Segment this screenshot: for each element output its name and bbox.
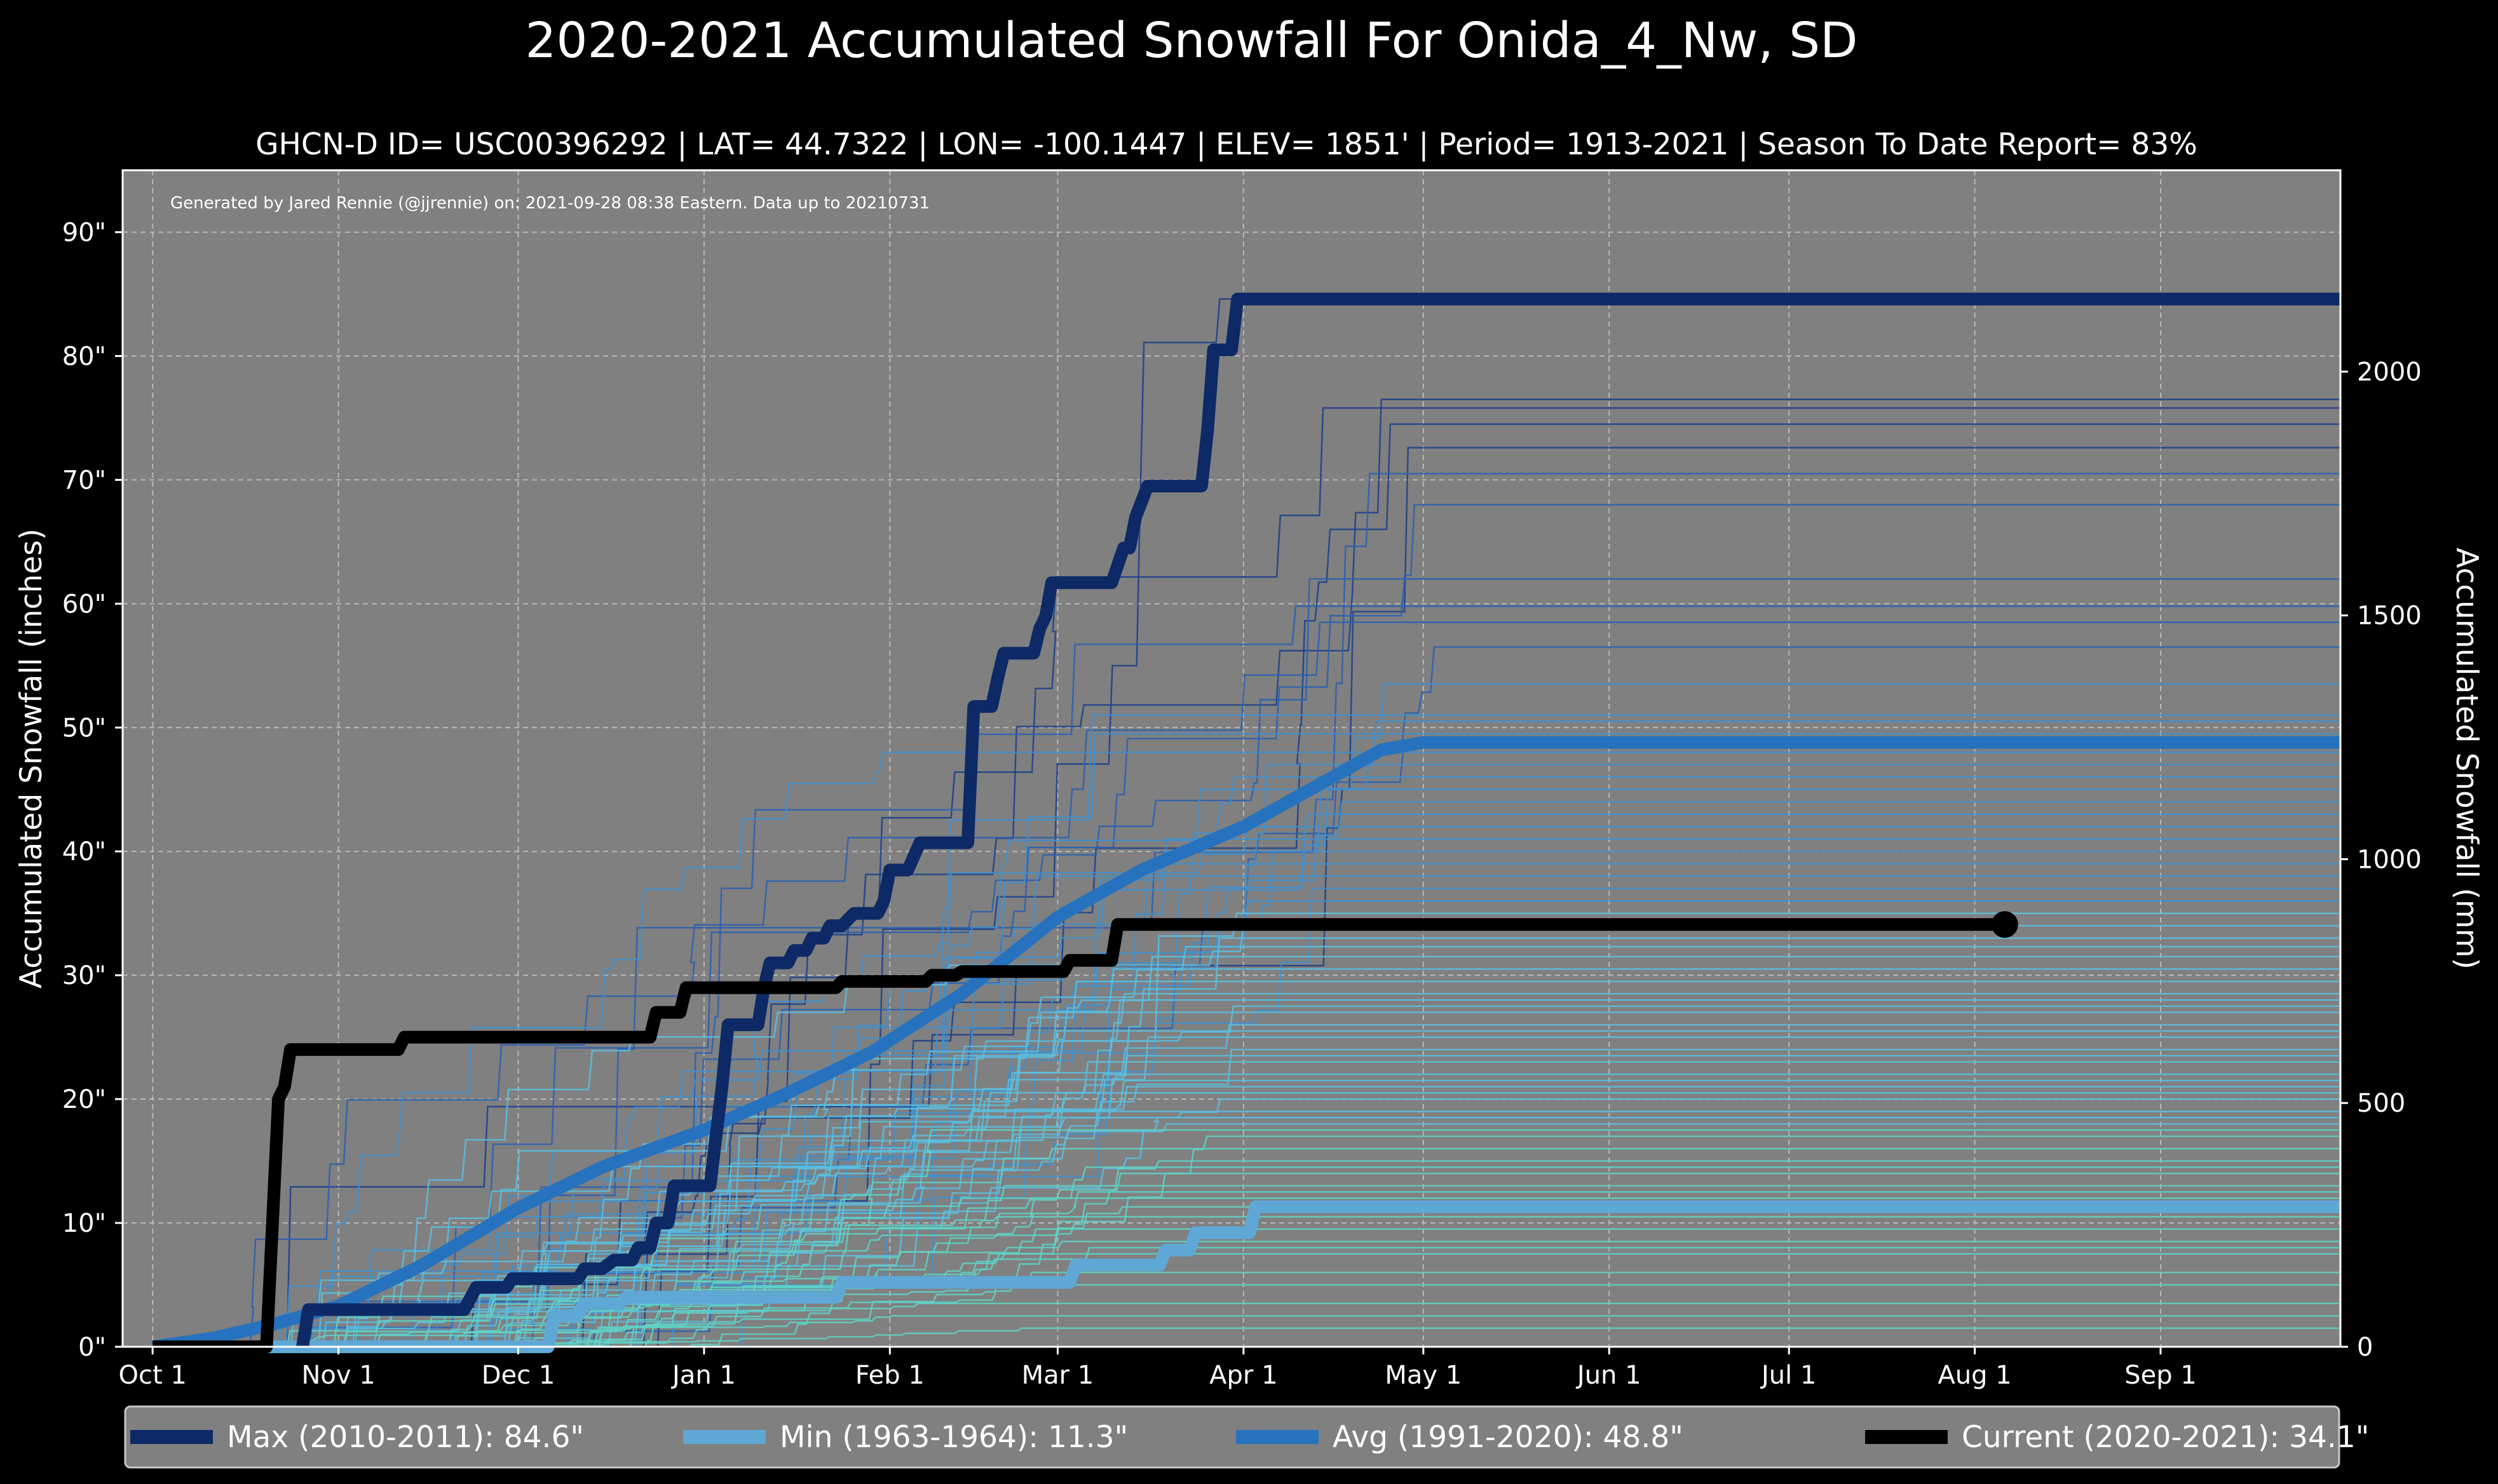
historical-season-line — [153, 1079, 2340, 1348]
y-axis-label: Accumulated Snowfall (inches) — [14, 529, 49, 988]
historical-season-line — [153, 838, 2340, 1348]
x-tick-label: Aug 1 — [1938, 1361, 2011, 1390]
y2-axis-label: Accumulated Snowfall (mm) — [2449, 548, 2484, 969]
historical-season-line — [153, 473, 2340, 1348]
legend-label: Min (1963-1964): 11.3" — [780, 1420, 1128, 1455]
plot-frame — [121, 169, 2342, 1348]
y-tick-label: 40" — [62, 837, 106, 867]
historical-season-line — [153, 752, 2340, 1348]
series-line-current — [153, 918, 2005, 1353]
historical-season-line — [153, 732, 2340, 1348]
highlight-series — [151, 292, 2340, 1353]
historical-season-line — [153, 1129, 2340, 1348]
x-tick-label: Sep 1 — [2124, 1361, 2197, 1390]
legend-box — [124, 1405, 2340, 1469]
x-tick-label: Feb 1 — [855, 1361, 925, 1390]
x-axis: Oct 1 Nov 1 Dec 1 Jan 1 Feb 1 Mar 1 Apr 1 May 1… — [118, 1347, 2197, 1390]
x-tick-label: Dec 1 — [482, 1361, 555, 1390]
historical-season-line — [153, 398, 2340, 1348]
legend-label: Max (2010-2011): 84.6" — [227, 1420, 584, 1455]
historical-season-line — [153, 1206, 2340, 1348]
legend-label: Current (2020-2021): 34.1" — [1962, 1420, 2369, 1455]
historical-season-line — [153, 1185, 2340, 1348]
y2-tick-label: 500 — [2357, 1089, 2405, 1118]
credit-note: Generated by Jared Rennie (@jjrennie) on… — [170, 194, 930, 213]
y-tick-label: 70" — [62, 466, 106, 495]
series-line-min — [153, 1200, 2340, 1353]
current-end-marker — [1991, 911, 2018, 938]
x-tick-label: Oct 1 — [118, 1361, 186, 1390]
historical-season-line — [153, 1005, 2340, 1348]
historical-season-line — [153, 423, 2340, 1348]
historical-season-line — [153, 1092, 2340, 1348]
historical-season-line — [153, 968, 2340, 1348]
y2-tick-label: 1500 — [2357, 602, 2422, 631]
legend: Max (2010-2011): 84.6" Min (1963-1964): 1… — [124, 1405, 2369, 1469]
legend-label: Avg (1991-2020): 48.8" — [1333, 1420, 1683, 1455]
y-tick-label: 0" — [78, 1333, 106, 1362]
y2-tick-label: 2000 — [2357, 358, 2422, 387]
x-tick-label: Jul 1 — [1760, 1361, 1816, 1390]
y-tick-label: 80" — [62, 342, 106, 371]
y-tick-label: 20" — [62, 1085, 106, 1114]
historical-season-line — [153, 1271, 2340, 1348]
y-axis-right: 0 500 1000 1500 2000 — [2340, 358, 2422, 1362]
chart-title: 2020-2021 Accumulated Snowfall For Onida… — [526, 13, 1858, 69]
chart-subtitle: GHCN-D ID= USC00396292 | LAT= 44.7322 | … — [255, 127, 2197, 162]
historical-season-line — [153, 850, 2340, 1348]
y-tick-label: 10" — [62, 1209, 106, 1238]
historical-season-line — [153, 825, 2340, 1348]
historical-season-line — [153, 621, 2340, 1348]
y2-tick-label: 0 — [2357, 1333, 2373, 1362]
historical-season-line — [153, 1048, 2340, 1348]
x-tick-label: Apr 1 — [1209, 1361, 1277, 1390]
historical-season-line — [153, 1216, 2340, 1348]
x-tick-label: Jun 1 — [1575, 1361, 1641, 1390]
series-line-max — [296, 292, 2340, 1348]
x-tick-label: Jan 1 — [670, 1361, 736, 1390]
y-tick-label: 30" — [62, 961, 106, 990]
y2-tick-label: 1000 — [2357, 845, 2422, 874]
y-tick-label: 90" — [62, 218, 106, 247]
y-tick-label: 60" — [62, 590, 106, 619]
historical-season-line — [153, 1147, 2340, 1348]
x-tick-label: Mar 1 — [1022, 1361, 1094, 1390]
y-axis-left: 0" 10" 20" 30" 40" 50" 60" 70" 80" 90" — [62, 218, 123, 1362]
historical-season-line — [153, 605, 2340, 1348]
x-tick-label: Nov 1 — [301, 1361, 375, 1390]
x-tick-label: May 1 — [1385, 1361, 1462, 1390]
y-tick-label: 50" — [62, 713, 106, 743]
historical-season-line — [153, 407, 2340, 1348]
